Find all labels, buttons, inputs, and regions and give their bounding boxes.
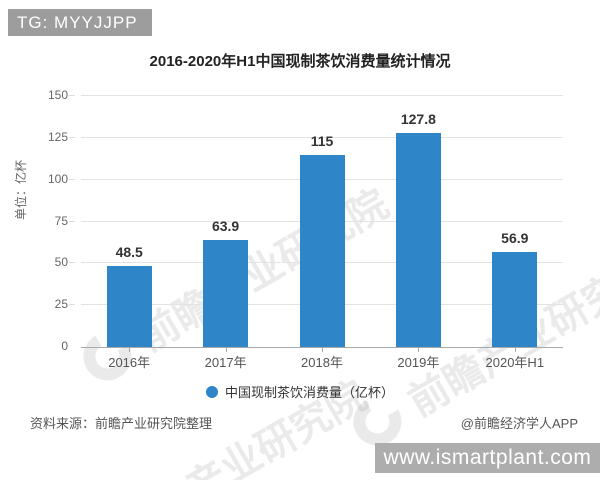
bar-2020年H1 [492,251,538,347]
y-tick-label: 0 [61,339,68,353]
x-tick-label: 2018年 [301,355,343,370]
y-tick [69,220,75,222]
x-tick [418,347,420,352]
x-tick [322,347,323,352]
x-tick [129,347,131,352]
bar-2017年 [203,240,249,347]
y-tick [69,178,75,180]
x-tick-label: 2016年 [108,355,151,370]
bar-2016年 [106,265,152,347]
legend-marker-icon [205,385,218,398]
y-axis: 0 25 50 75 100 125 150 [38,88,75,353]
bar-2018年 [299,154,345,347]
gridline [81,136,563,138]
bar-value-label: 127.8 [400,111,436,128]
x-axis: 2016年 2017年 2018年 2019年 2020年H1 [81,352,563,370]
legend: 中国现制茶饮消费量（亿杯） [0,382,600,403]
tg-badge: TG: MYYJJPP [8,9,152,36]
legend-label: 中国现制茶饮消费量（亿杯） [224,385,394,400]
y-tick-label: 100 [47,171,68,186]
y-tick-label: 75 [54,213,68,228]
bar-2019年 [395,133,441,347]
bar-value-label: 48.5 [115,243,143,260]
y-tick [69,262,75,264]
chart-title: 2016-2020年H1中国现制茶饮消费量统计情况 [149,53,451,70]
y-tick-label: 150 [47,88,68,102]
x-tick [514,347,516,352]
y-tick [69,136,75,138]
y-tick [69,304,75,306]
x-tick-label: 2019年 [397,355,440,370]
source-note: 资料来源：前瞻产业研究院整理 [30,416,213,431]
bar-value-label: 56.9 [501,229,529,246]
y-tick-label: 25 [54,297,68,312]
y-tick-label: 125 [47,129,68,144]
y-tick [69,95,75,96]
bar-value-label: 63.9 [211,218,240,235]
site-badge: www.ismartplant.com [375,443,600,473]
credit-note: @前瞻经济学人APP [460,416,578,431]
x-tick-label: 2017年 [204,355,247,370]
gridline [81,95,563,96]
x-tick [225,347,227,352]
x-tick-label: 2020年H1 [485,355,545,370]
bar-value-label: 115 [310,132,334,149]
y-tick-label: 50 [54,255,68,270]
plot-area: 48.5 63.9 115 127.8 56.9 [81,95,563,352]
